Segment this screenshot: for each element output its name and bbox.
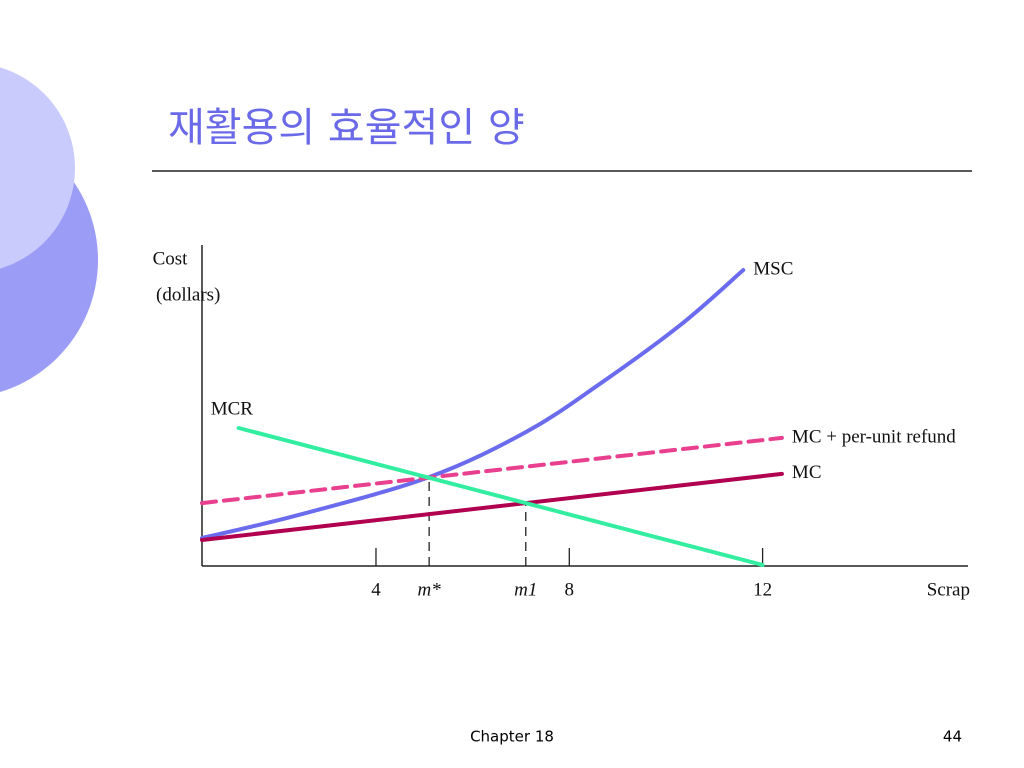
slide-title: 재활용의 효율적인 양 — [168, 105, 525, 151]
series-line — [200, 435, 784, 506]
y-axis-label: Cost — [153, 248, 189, 269]
series-line — [236, 426, 765, 567]
x-tick-label: 4 — [371, 579, 381, 600]
x-tick-label: m1 — [514, 579, 537, 600]
series-label: MCR — [211, 398, 254, 419]
footer-chapter: Chapter 18 — [470, 728, 554, 746]
x-tick-label: 8 — [565, 579, 575, 600]
series-label: MSC — [753, 258, 793, 279]
x-tick-label: m* — [418, 579, 442, 600]
x-tick-label: 12 — [753, 579, 772, 600]
chart: Cost (dollars) Scrap 4 m* m1 8 12 MSC MC + per… — [153, 245, 970, 600]
series-label: MC + per-unit refund — [792, 426, 956, 447]
y-axis-label: (dollars) — [156, 284, 220, 305]
series-line — [200, 471, 784, 542]
x-axis-label: Scrap — [927, 579, 970, 600]
series-line — [200, 268, 746, 541]
page-number: 44 — [943, 728, 962, 746]
series-label: MC — [792, 462, 822, 483]
decor-circle — [0, 67, 75, 269]
